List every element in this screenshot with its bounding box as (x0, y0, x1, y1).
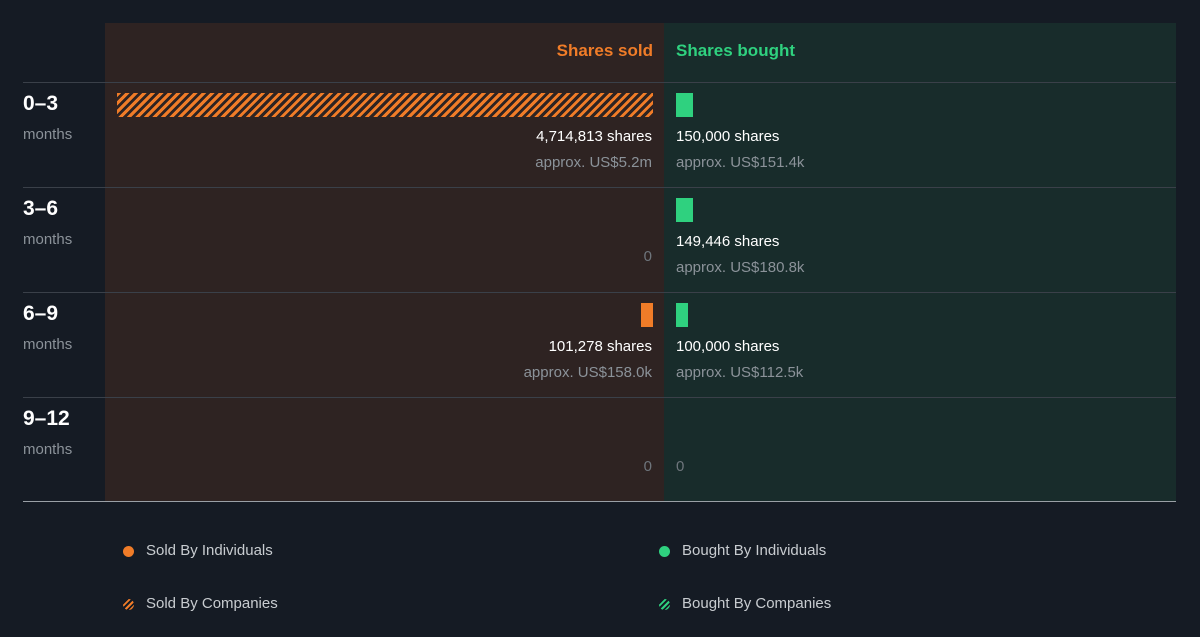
legend-label: Bought By Companies (682, 595, 832, 612)
period-label: 6–9 (23, 302, 59, 325)
legend-label: Bought By Individuals (682, 542, 827, 559)
period-unit-label: months (23, 336, 73, 353)
sold-zero-value: 0 (643, 248, 652, 265)
sold-approx-value: approx. US$5.2m (535, 154, 652, 171)
period-label: 3–6 (23, 197, 59, 220)
bought-approx-value: approx. US$151.4k (676, 154, 805, 171)
bought-bar (676, 198, 693, 222)
sold-zero-value: 0 (643, 458, 652, 475)
period-unit-label: months (23, 441, 73, 458)
bought-shares-value: 149,446 shares (676, 233, 780, 250)
row-divider (23, 397, 1176, 398)
sold-shares-value: 101,278 shares (548, 338, 652, 355)
row-divider (23, 187, 1176, 188)
sold-bar (641, 303, 653, 327)
legend-hatch-icon (659, 598, 670, 610)
bought-shares-value: 150,000 shares (676, 128, 780, 145)
legend-label: Sold By Individuals (146, 542, 273, 559)
row-divider (23, 82, 1176, 83)
sold-shares-value: 4,714,813 shares (536, 128, 652, 145)
chart-baseline (23, 501, 1176, 502)
legend-item: Bought By Individuals (659, 542, 826, 560)
period-label: 0–3 (23, 92, 59, 115)
bought-approx-value: approx. US$180.8k (676, 259, 805, 276)
bought-bar (676, 93, 693, 117)
shares-bought-panel (664, 23, 1176, 502)
legend-dot-icon (123, 545, 134, 557)
bought-shares-value: 100,000 shares (676, 338, 780, 355)
row-divider (23, 292, 1176, 293)
legend-hatch-icon (123, 598, 134, 610)
bought-approx-value: approx. US$112.5k (676, 364, 804, 381)
sold-approx-value: approx. US$158.0k (523, 364, 652, 381)
period-unit-label: months (23, 126, 73, 143)
legend-item: Sold By Companies (123, 595, 278, 613)
legend-label: Sold By Companies (146, 595, 278, 612)
period-label: 9–12 (23, 407, 70, 430)
sold-bar (117, 93, 653, 117)
legend-item: Bought By Companies (659, 595, 831, 613)
shares-sold-header: Shares sold (556, 41, 653, 60)
bought-bar (676, 303, 688, 327)
bought-zero-value: 0 (676, 458, 685, 475)
legend-item: Sold By Individuals (123, 542, 273, 560)
period-unit-label: months (23, 231, 73, 248)
legend-dot-icon (659, 545, 670, 557)
shares-bought-header: Shares bought (676, 41, 796, 60)
